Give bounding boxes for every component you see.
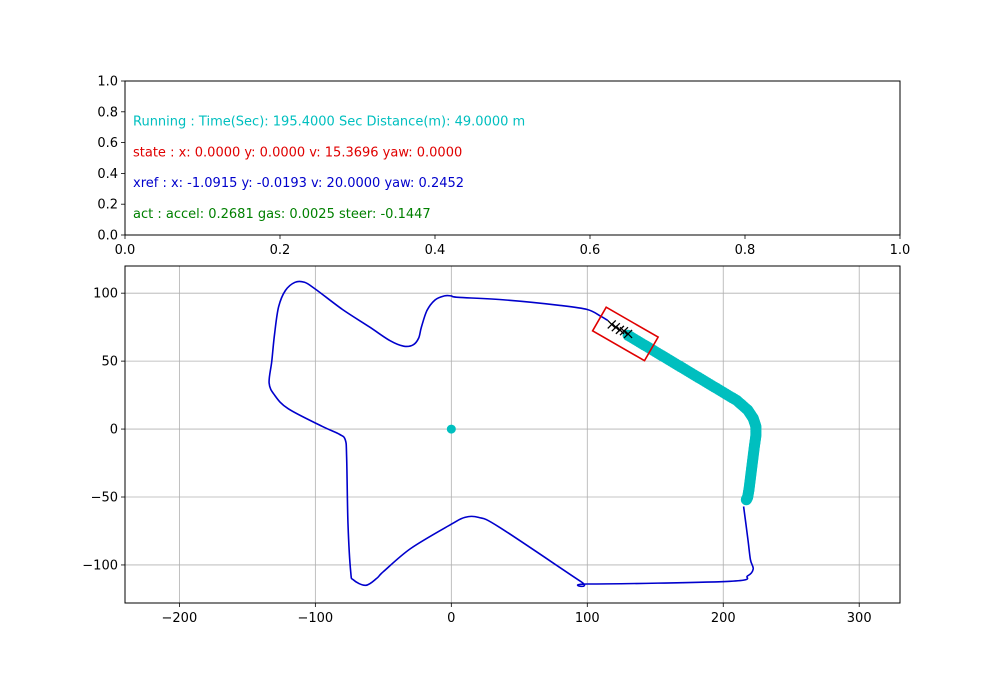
info-x-tick-label: 0.2 — [270, 243, 291, 258]
horizon-marker — [611, 322, 621, 332]
info-x-tick-label: 0.8 — [735, 243, 756, 258]
y-tick-label: 100 — [93, 287, 118, 302]
info-y-tick-label: 0.6 — [97, 136, 118, 151]
x-tick-label: 200 — [711, 611, 736, 626]
y-tick-label: −50 — [91, 491, 118, 506]
info-y-tick-label: 0.4 — [97, 167, 118, 182]
x-tick-label: −100 — [297, 611, 333, 626]
y-tick-label: 0 — [110, 423, 118, 438]
info-panel-x-ticks: 0.0 0.2 0.4 0.6 0.8 1.0 — [115, 235, 911, 258]
info-x-tick-label: 0.4 — [425, 243, 446, 258]
track-plot-grid — [125, 266, 900, 603]
info-line-1: Running : Time(Sec): 195.4000 Sec Distan… — [133, 115, 525, 130]
track-plot-y-ticks: −100 −50 0 50 100 — [82, 287, 125, 573]
info-y-tick-label: 0.8 — [97, 105, 118, 120]
x-tick-label: 300 — [847, 611, 872, 626]
info-y-tick-label: 1.0 — [97, 75, 118, 90]
info-line-2: state : x: 0.0000 y: 0.0000 v: 15.3696 y… — [133, 145, 462, 160]
x-tick-label: 100 — [575, 611, 600, 626]
origin-marker — [446, 424, 456, 434]
info-y-tick-label: 0.0 — [97, 229, 118, 244]
horizon-marker — [607, 319, 617, 329]
info-x-tick-label: 0.6 — [580, 243, 601, 258]
x-tick-label: 0 — [447, 611, 455, 626]
horizon-marker — [619, 326, 629, 336]
track-plot-frame — [124, 265, 901, 604]
prediction-horizon-markers — [607, 319, 633, 339]
info-line-4: act : accel: 0.2681 gas: 0.0025 steer: -… — [133, 207, 431, 222]
info-panel-text-lines: Running : Time(Sec): 195.4000 Sec Distan… — [133, 115, 525, 222]
info-x-tick-label: 1.0 — [890, 243, 911, 258]
info-x-tick-label: 0.0 — [115, 243, 136, 258]
driven-path-point — [740, 494, 752, 506]
info-y-tick-label: 0.2 — [97, 198, 118, 213]
track-line — [268, 280, 755, 588]
info-panel-y-ticks: 0.0 0.2 0.4 0.6 0.8 1.0 — [97, 75, 125, 244]
y-tick-label: −100 — [82, 558, 118, 573]
info-panel-frame — [124, 80, 901, 236]
info-panel-axes: 0.0 0.2 0.4 0.6 0.8 1.0 0.0 0.2 0.4 0.6 0.8 1.0 Ru… — [97, 75, 910, 259]
track-plot-axes: −200 −100 0 100 200 300 −100 −50 0 50 100 — [82, 265, 901, 626]
x-tick-label: −200 — [162, 611, 198, 626]
vehicle-outline — [591, 306, 660, 362]
track-plot-x-ticks: −200 −100 0 100 200 300 — [162, 603, 872, 626]
driven-path-markers — [622, 329, 762, 506]
y-tick-label: 50 — [101, 355, 118, 370]
info-line-3: xref : x: -1.0915 y: -0.0193 v: 20.0000 … — [133, 176, 464, 191]
horizon-marker — [623, 329, 633, 339]
